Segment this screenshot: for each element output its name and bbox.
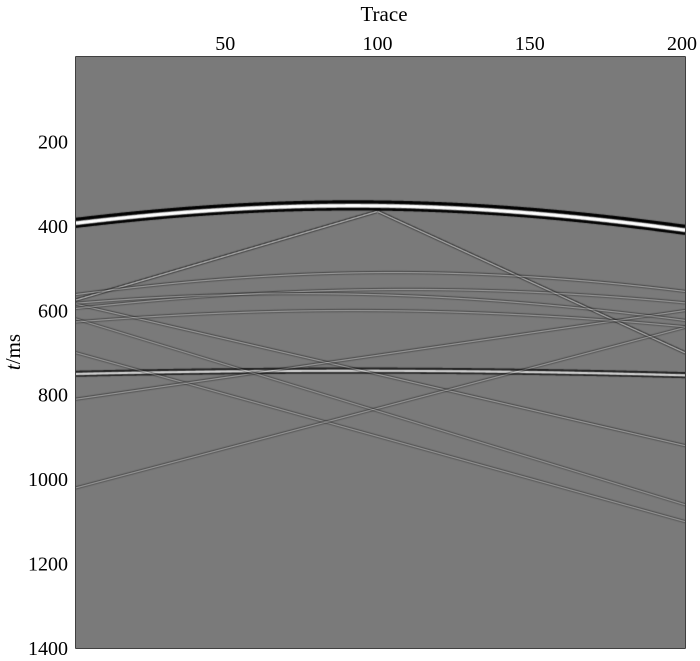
y-tick-label: 800 — [38, 385, 68, 407]
y-axis-title-symbol: t — [1, 363, 25, 370]
x-axis-title: Trace — [360, 2, 407, 26]
x-tick-label: 100 — [362, 33, 392, 55]
seismic-image — [76, 57, 685, 648]
y-tick-label: 600 — [38, 300, 68, 322]
y-tick-label: 1200 — [28, 554, 68, 576]
x-tick-label: 150 — [515, 33, 545, 55]
tick-layer: 50 100 150 200 200 400 600 800 1000 1200 1400 — [28, 33, 697, 660]
y-axis-title: t/ms — [1, 334, 25, 370]
y-axis-title-unit: /ms — [1, 334, 25, 364]
y-tick-label: 1400 — [28, 638, 68, 660]
x-tick-label: 200 — [667, 33, 697, 55]
y-tick-label: 400 — [38, 216, 68, 238]
x-tick-label: 50 — [215, 33, 235, 55]
y-tick-label: 1000 — [28, 469, 68, 491]
y-tick-label: 200 — [38, 131, 68, 153]
